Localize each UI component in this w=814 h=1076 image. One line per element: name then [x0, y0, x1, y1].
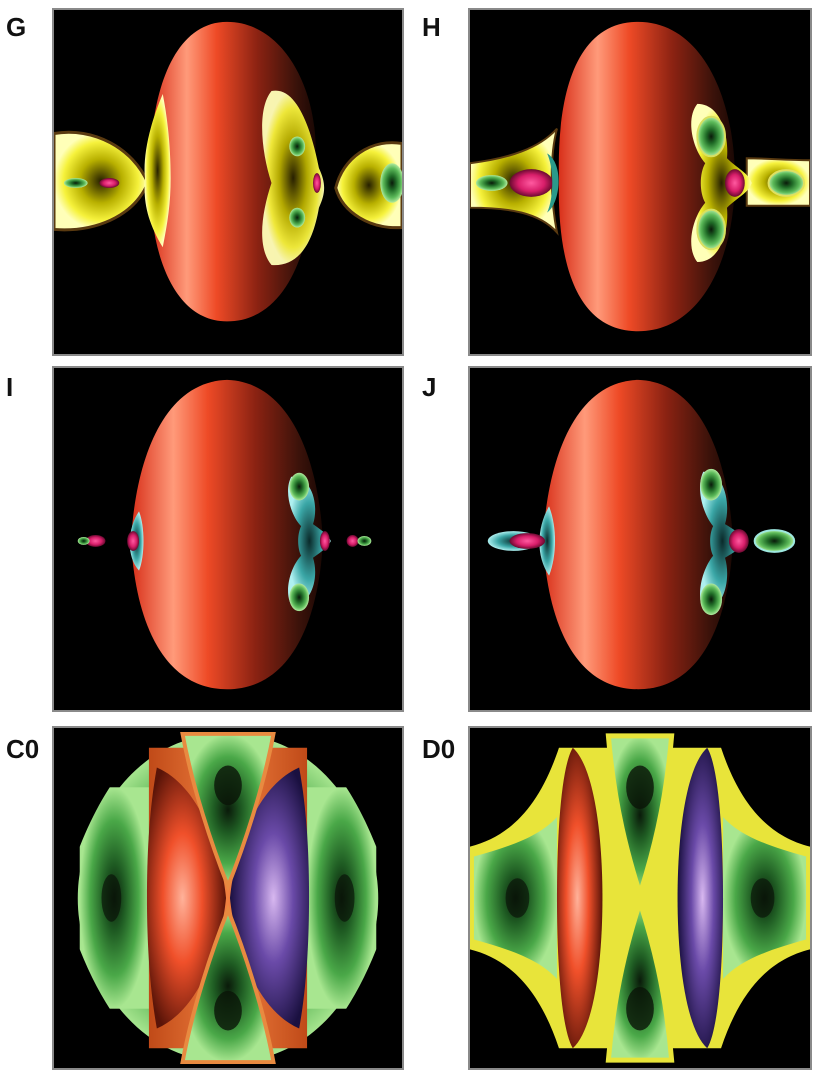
d0-corner-br: [715, 957, 810, 1068]
h-green-left: [475, 175, 508, 191]
panel-h: [468, 8, 812, 356]
c0-corner-tl: [54, 728, 173, 847]
g-green-far-right: [380, 163, 402, 203]
h-pink-left: [509, 169, 554, 197]
panel-label-i: I: [6, 372, 14, 402]
panel-label-c0: C0: [6, 734, 40, 764]
j-central-red-body: [543, 379, 733, 690]
d0-corner-tl: [470, 728, 565, 839]
panel-label-d0: D0: [422, 734, 456, 764]
d0-dark-core-top: [626, 765, 654, 810]
g-green-left: [63, 178, 88, 188]
i-right-cyan-junction: [288, 476, 331, 606]
g-right-inner-yellow: [262, 90, 325, 266]
j-green-bottom: [700, 583, 723, 616]
i-pink-far-right: [346, 535, 359, 547]
h-left-cyan-wedge: [547, 153, 559, 213]
h-green-top: [696, 115, 726, 158]
c0-blue-lobe: [229, 767, 310, 1029]
j-left-cyan-wedge: [539, 506, 555, 576]
panel-c0: [52, 726, 404, 1070]
panel-g-plot: [54, 21, 402, 322]
panel-j-plot: [487, 379, 796, 690]
c0-corner-br: [283, 949, 402, 1068]
h-green-far-right: [767, 169, 806, 197]
d0-dark-core-left: [505, 878, 530, 918]
i-central-red-body: [131, 379, 323, 690]
i-pink-left-body: [127, 531, 140, 551]
g-pink-right: [313, 173, 321, 193]
j-pink-right: [728, 529, 749, 553]
i-green-far-right: [357, 536, 372, 546]
panel-i-plot: [77, 379, 372, 690]
d0-dark-core-bottom: [626, 986, 654, 1031]
j-green-far-right: [753, 529, 796, 553]
d0-green-bottom-lobe: [605, 893, 675, 1063]
j-right-cyan-junction: [700, 471, 745, 611]
h-pink-right: [725, 169, 745, 197]
panel-d0: [468, 726, 812, 1070]
panel-label-g: G: [6, 12, 27, 42]
panel-d0-plot: [470, 728, 810, 1068]
c0-dark-core-top: [214, 765, 242, 806]
panel-label-j: J: [422, 372, 437, 402]
c0-green-bottom-lobe: [180, 904, 276, 1065]
panel-j: [468, 366, 812, 712]
i-green-far-left: [77, 537, 90, 545]
c0-corner-tr: [283, 728, 402, 847]
d0-red-lobe: [556, 747, 603, 1049]
g-pink-left: [99, 178, 120, 188]
g-right-yellow-region: [334, 141, 402, 229]
c0-corner-bl: [54, 949, 173, 1068]
g-green-blob-top: [289, 136, 306, 157]
panel-i: [52, 366, 404, 712]
d0-blue-lobe: [677, 747, 724, 1049]
c0-red-lobe: [146, 767, 227, 1029]
panel-c0-plot: [54, 728, 402, 1068]
j-green-top: [700, 468, 723, 501]
c0-dark-core-bottom: [214, 990, 242, 1031]
d0-dark-core-right: [750, 878, 775, 918]
j-pink-left: [509, 533, 546, 549]
i-pink-right: [319, 531, 330, 551]
c0-green-top-lobe: [180, 731, 276, 892]
panel-h-plot: [470, 21, 810, 332]
d0-corner-tr: [715, 728, 810, 839]
g-green-blob-bottom: [289, 207, 306, 228]
c0-dark-core-left: [101, 874, 122, 922]
h-central-red-body: [558, 21, 735, 332]
d0-corner-bl: [470, 957, 565, 1068]
i-pink-far-left: [85, 535, 106, 547]
c0-dark-core-right: [334, 874, 355, 922]
i-green-top: [289, 472, 310, 501]
i-green-bottom: [289, 583, 310, 612]
h-green-bottom: [696, 208, 726, 251]
panel-label-h: H: [422, 12, 441, 42]
panel-g: [52, 8, 404, 356]
g-left-wedge: [144, 94, 171, 248]
